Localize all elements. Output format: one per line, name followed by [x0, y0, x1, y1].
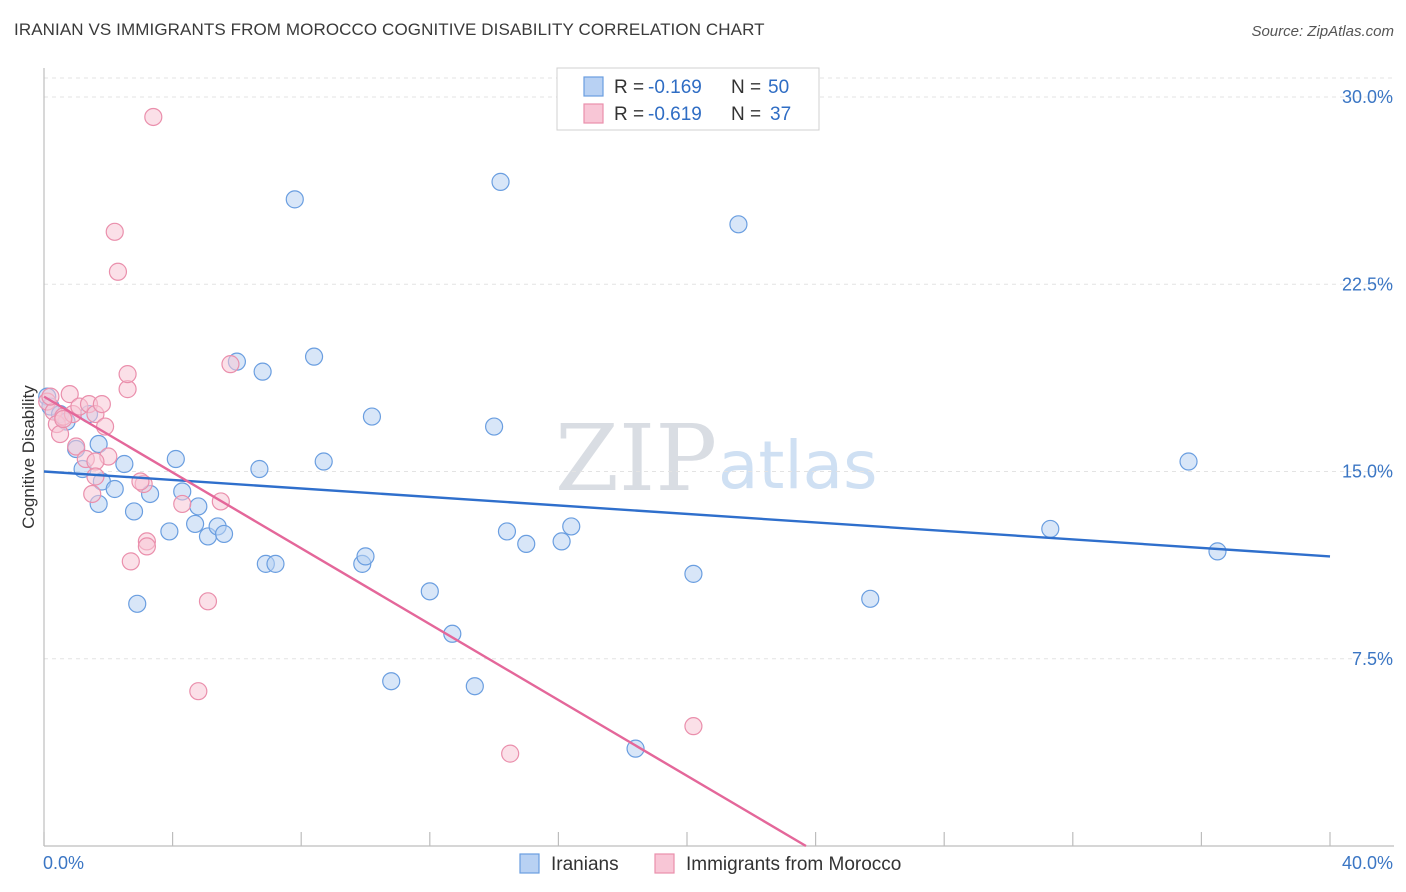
- legend-r-label-iranians: R =: [614, 77, 644, 98]
- scatter-point: [562, 517, 581, 536]
- scatter-point: [382, 672, 401, 691]
- scatter-point: [356, 547, 375, 566]
- trend-line-morocco: [43, 395, 807, 848]
- legend-n-value-morocco: 37: [770, 104, 791, 125]
- bottom-legend-label-morocco: Immigrants from Morocco: [686, 854, 901, 875]
- scatter-point: [92, 394, 111, 414]
- scatter-point: [137, 537, 156, 556]
- scatter-point: [465, 677, 484, 696]
- legend-swatch-iranians: [583, 76, 604, 97]
- scatter-point: [214, 524, 234, 544]
- legend-n-value-iranians: 50: [768, 77, 789, 98]
- watermark-zip: ZIP: [555, 405, 717, 512]
- scatter-point: [1041, 519, 1060, 539]
- scatter-point: [253, 362, 272, 381]
- x-axis-ticks: [43, 832, 1331, 846]
- scatter-point: [189, 497, 208, 516]
- scatter-point: [189, 682, 208, 701]
- scatter-point: [128, 594, 147, 613]
- scatter-point: [186, 514, 205, 534]
- scatter-point: [1179, 452, 1198, 471]
- stats-legend: R = -0.169 N = 50 R = -0.619 N = 37: [556, 67, 820, 131]
- scatter-point: [131, 472, 150, 491]
- scatter-point: [198, 592, 218, 611]
- scatter-point: [684, 564, 703, 583]
- scatter-point: [420, 582, 439, 601]
- scatter-point: [160, 522, 179, 541]
- scatter-point: [1208, 542, 1227, 561]
- y-tick-labels: 7.5% 15.0% 22.5% 30.0%: [1342, 87, 1393, 669]
- scatter-point: [121, 552, 140, 571]
- legend-r-value-morocco: -0.619: [648, 104, 702, 125]
- scatter-point: [83, 484, 102, 504]
- bottom-legend-swatch-morocco: [654, 853, 675, 874]
- scatter-point: [362, 407, 382, 426]
- scatter-point: [60, 385, 79, 404]
- watermark: ZIP atlas: [555, 405, 878, 512]
- y-tick-label: 7.5%: [1352, 649, 1393, 669]
- scatter-point: [41, 387, 60, 406]
- scatter-point: [221, 355, 240, 374]
- series-morocco-points: [38, 107, 703, 763]
- scatter-point: [105, 222, 124, 241]
- legend-r-label-morocco: R =: [614, 104, 644, 125]
- scatter-point: [485, 417, 504, 436]
- axes: [43, 68, 1394, 847]
- trend-lines: [43, 395, 1331, 848]
- scatter-point: [50, 424, 70, 444]
- scatter-point: [166, 449, 185, 469]
- scatter-point: [86, 467, 105, 486]
- scatter-point: [285, 190, 304, 209]
- scatter-point: [497, 522, 517, 541]
- scatter-point: [250, 459, 269, 479]
- y-tick-label: 15.0%: [1342, 462, 1393, 482]
- trend-line-iranians: [43, 470, 1331, 558]
- chart-title: IRANIAN VS IMMIGRANTS FROM MOROCCO COGNI…: [14, 20, 765, 39]
- scatter-point: [684, 717, 703, 736]
- chart-source: Source: ZipAtlas.com: [1251, 23, 1394, 40]
- scatter-point: [89, 434, 108, 454]
- grid: [44, 77, 1394, 660]
- bottom-legend-swatch-iranians: [519, 853, 540, 874]
- scatter-point: [144, 107, 163, 127]
- scatter-point: [552, 532, 571, 551]
- x-tick-label-min: 0.0%: [43, 853, 84, 873]
- scatter-point: [491, 172, 510, 191]
- scatter-point: [54, 409, 73, 429]
- y-tick-label: 22.5%: [1342, 274, 1393, 294]
- scatter-point: [173, 494, 192, 514]
- legend-n-label-iranians: N =: [731, 77, 761, 98]
- scatter-point: [861, 589, 880, 608]
- scatter-point: [124, 502, 144, 521]
- y-axis-label: Cognitive Disability: [19, 385, 38, 529]
- scatter-point: [108, 262, 128, 281]
- scatter-point: [118, 365, 137, 384]
- legend-swatch-morocco: [583, 103, 604, 124]
- scatter-point: [105, 479, 124, 499]
- scatter-point: [729, 215, 748, 234]
- scatter-point: [517, 534, 536, 554]
- bottom-legend-label-iranians: Iranians: [551, 854, 619, 875]
- y-tick-label: 30.0%: [1342, 87, 1393, 107]
- watermark-atlas: atlas: [718, 427, 878, 504]
- legend-n-label-morocco: N =: [731, 104, 761, 125]
- x-tick-label-max: 40.0%: [1342, 853, 1393, 873]
- scatter-point: [67, 437, 86, 456]
- scatter-point: [266, 554, 285, 573]
- scatter-point: [115, 454, 134, 474]
- scatter-point: [314, 452, 333, 471]
- scatter-point: [501, 744, 520, 763]
- series-legend: Iranians Immigrants from Morocco: [519, 853, 901, 875]
- scatter-point: [304, 347, 324, 366]
- legend-r-value-iranians: -0.169: [648, 77, 702, 98]
